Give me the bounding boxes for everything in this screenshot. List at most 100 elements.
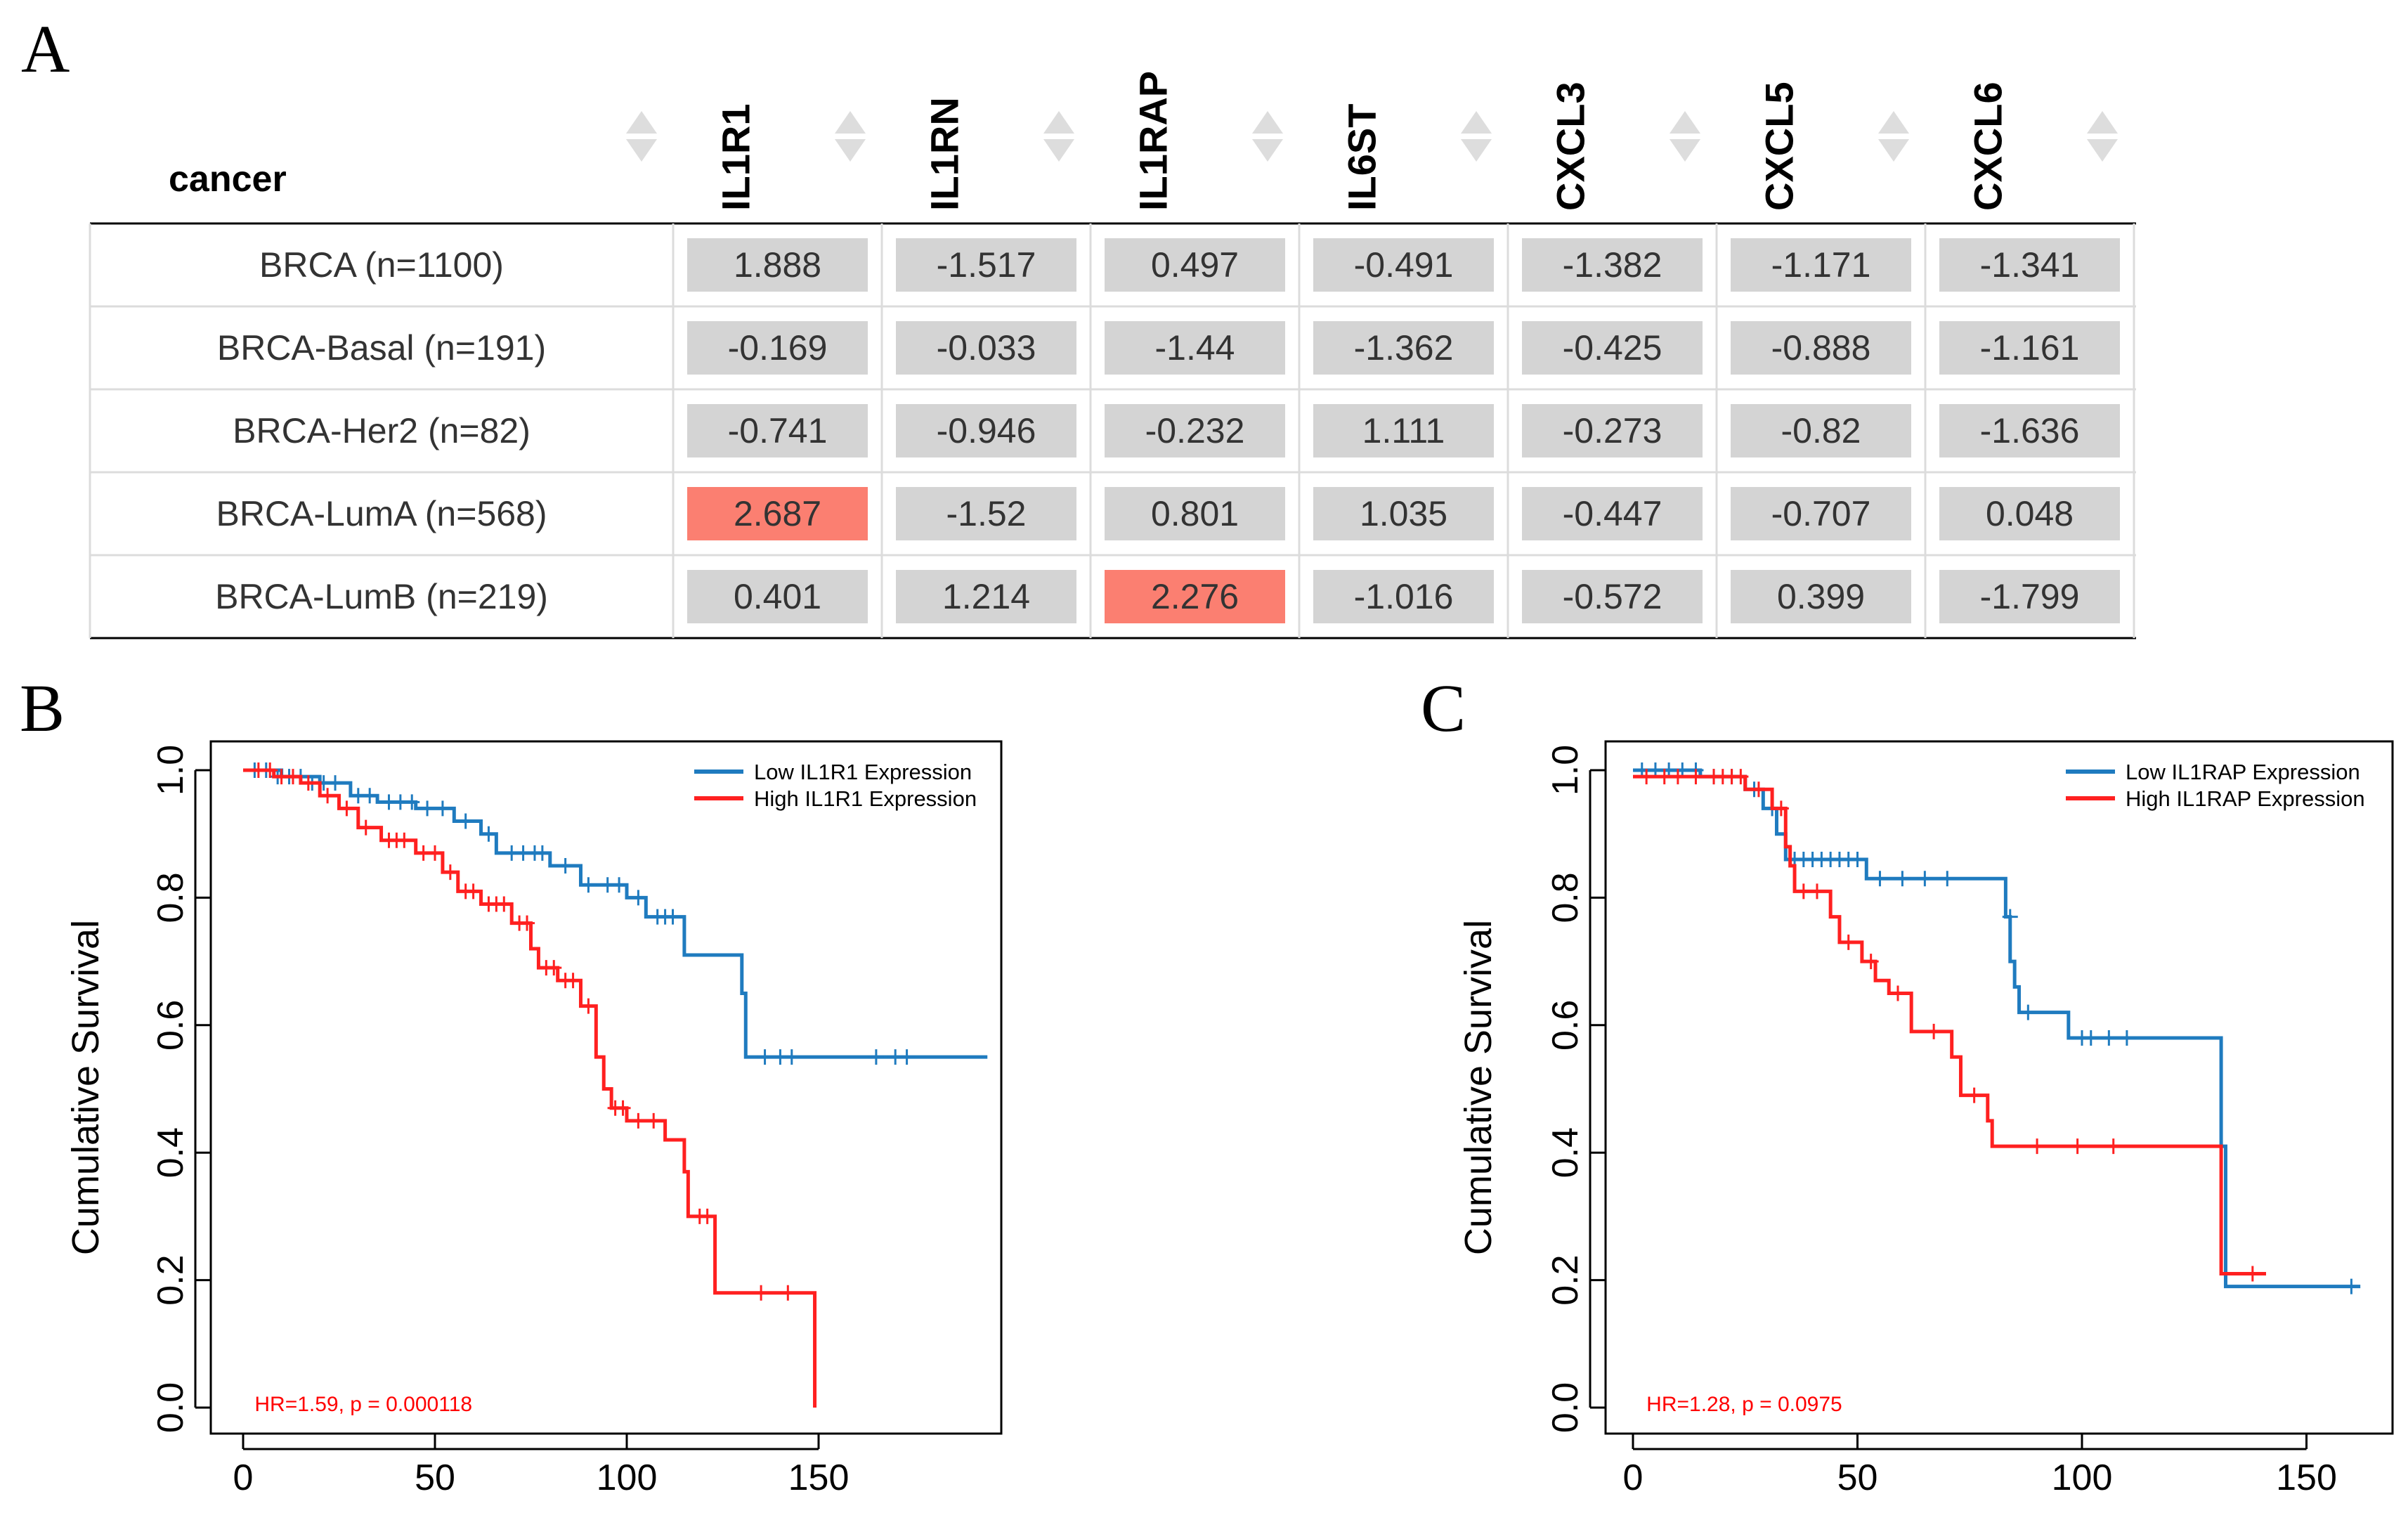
table-cell-bg	[1105, 570, 1285, 623]
table-cell-bg	[1313, 321, 1494, 375]
expression-table: cancer IL1R1 IL1RN IL1RAP IL6ST CXCL3 CXCL5 CX…	[89, 71, 2136, 639]
censor-mark	[1917, 871, 1933, 887]
censor-mark	[646, 1112, 662, 1129]
table-cell-bg	[1522, 321, 1703, 375]
table-cell-bg	[1939, 487, 2120, 540]
sort-up-icon	[2087, 111, 2118, 134]
table-row: BRCA (n=1100) 1.888 -1.517 0.497 -0.491 -1.38…	[259, 238, 2120, 292]
gene-header-il6st: IL6ST	[1340, 104, 1384, 211]
table-cell-value: 0.048	[1986, 494, 2074, 533]
censor-mark	[2069, 1138, 2085, 1155]
table-cell-bg	[687, 238, 868, 292]
legend-label: High IL1R1 Expression	[754, 786, 977, 811]
censor-mark	[780, 1285, 796, 1301]
censor-mark	[899, 1049, 915, 1065]
panel-label-b: B	[20, 670, 65, 746]
row-label: BRCA-LumA (n=568)	[216, 494, 547, 533]
censor-mark	[1639, 769, 1655, 785]
table-cell-value: -1.52	[946, 494, 1027, 533]
y-tick-label: 0.8	[150, 872, 191, 923]
x-tick-label: 100	[597, 1457, 658, 1498]
table-cell-value: -0.888	[1771, 328, 1871, 368]
table-cell-value: 1.035	[1360, 494, 1447, 533]
table-cell-value: -0.707	[1771, 494, 1871, 533]
y-tick-label: 0.0	[1545, 1382, 1586, 1433]
x-tick-label: 50	[415, 1457, 455, 1498]
censor-mark	[580, 998, 597, 1014]
row-label: BRCA-LumB (n=219)	[215, 577, 548, 616]
censor-mark	[1656, 769, 1672, 785]
table-cell-bg	[1313, 238, 1494, 292]
censor-mark	[2119, 1030, 2135, 1046]
sort-down-icon	[1878, 139, 1909, 162]
censor-mark	[1670, 769, 1686, 785]
censor-mark	[2083, 1030, 2099, 1046]
plot-frame	[1604, 740, 2394, 1435]
x-tick-label: 0	[233, 1457, 254, 1498]
censor-mark	[2101, 1030, 2117, 1046]
survival-plot-b: 0 50 100 150 0.0 0.2 0.4 0.6 0.8 1.0 Cumulative Su…	[65, 740, 1003, 1498]
table-cell-value: -0.491	[1354, 245, 1454, 285]
table-cell-bg	[1105, 321, 1285, 375]
table-cell-bg	[1313, 487, 1494, 540]
x-tick-label: 150	[788, 1457, 850, 1498]
sort-up-icon	[1252, 111, 1283, 134]
censor-mark	[519, 915, 535, 931]
gene-header-cxcl3: CXCL3	[1549, 82, 1593, 211]
table-cell-value: -0.033	[937, 328, 1036, 368]
censor-mark	[1773, 800, 1789, 817]
table-cell-bg	[1939, 404, 2120, 457]
sort-down-icon	[1252, 139, 1283, 162]
y-axis-title: Cumulative Survival	[65, 920, 107, 1255]
row-label: BRCA-Basal (n=191)	[217, 328, 546, 368]
table-cell-value: 1.888	[734, 245, 821, 285]
censor-mark	[327, 775, 344, 791]
censor-mark	[2029, 1138, 2045, 1155]
censor-mark	[699, 1208, 715, 1224]
censor-mark	[753, 1285, 769, 1301]
survival-curve-low	[1633, 768, 2361, 1289]
x-tick-label: 150	[2276, 1457, 2337, 1498]
hr-annotation: HR=1.28, p = 0.0975	[1646, 1393, 1842, 1416]
censor-mark	[465, 883, 481, 900]
table-cell-bg	[1731, 404, 1911, 457]
table-row: BRCA-Basal (n=191) -0.169 -0.033 -1.44 -1.36…	[217, 321, 2120, 375]
sort-down-icon	[1043, 139, 1074, 162]
table-cell-bg	[1313, 404, 1494, 457]
sort-down-icon	[2087, 139, 2118, 162]
censor-mark	[442, 864, 458, 881]
table-cell-bg	[1105, 487, 1285, 540]
table-cell-value: -0.572	[1563, 577, 1662, 616]
row-label: BRCA-Her2 (n=82)	[233, 411, 531, 450]
table-cell-value: -0.425	[1563, 328, 1662, 368]
table-cell-bg	[1731, 321, 1911, 375]
table-cell-value: 0.399	[1777, 577, 1865, 616]
censor-mark	[434, 800, 450, 817]
gene-header-il1r1: IL1R1	[714, 104, 758, 212]
censor-mark	[1795, 883, 1811, 900]
table-cell-value: -1.44	[1155, 328, 1235, 368]
table-cell-bg	[1939, 570, 2120, 623]
y-tick-label: 0.4	[150, 1127, 191, 1178]
censor-mark	[630, 890, 646, 906]
censor-mark	[2244, 1266, 2260, 1282]
table-cell-value: 0.497	[1151, 245, 1239, 285]
censor-mark	[262, 762, 278, 778]
table-cell-value: 1.111	[1362, 411, 1445, 450]
censor-mark	[868, 1049, 884, 1065]
table-cell-bg	[896, 238, 1076, 292]
gene-header-il1rn: IL1RN	[923, 97, 967, 211]
table-cell-bg	[687, 321, 868, 375]
table-cell-bg	[1522, 238, 1703, 292]
censor-mark	[615, 1100, 631, 1116]
table-cell-bg	[896, 321, 1076, 375]
hr-annotation: HR=1.59, p = 0.000118	[254, 1393, 472, 1416]
censor-mark	[1733, 769, 1749, 785]
censor-mark	[427, 845, 443, 861]
y-tick-label: 0.8	[1545, 872, 1586, 923]
censor-mark	[1890, 985, 1906, 1001]
censor-mark	[358, 819, 374, 836]
sort-up-icon	[1670, 111, 1700, 134]
table-cell-value: -1.382	[1563, 245, 1662, 285]
censor-mark	[1688, 769, 1704, 785]
